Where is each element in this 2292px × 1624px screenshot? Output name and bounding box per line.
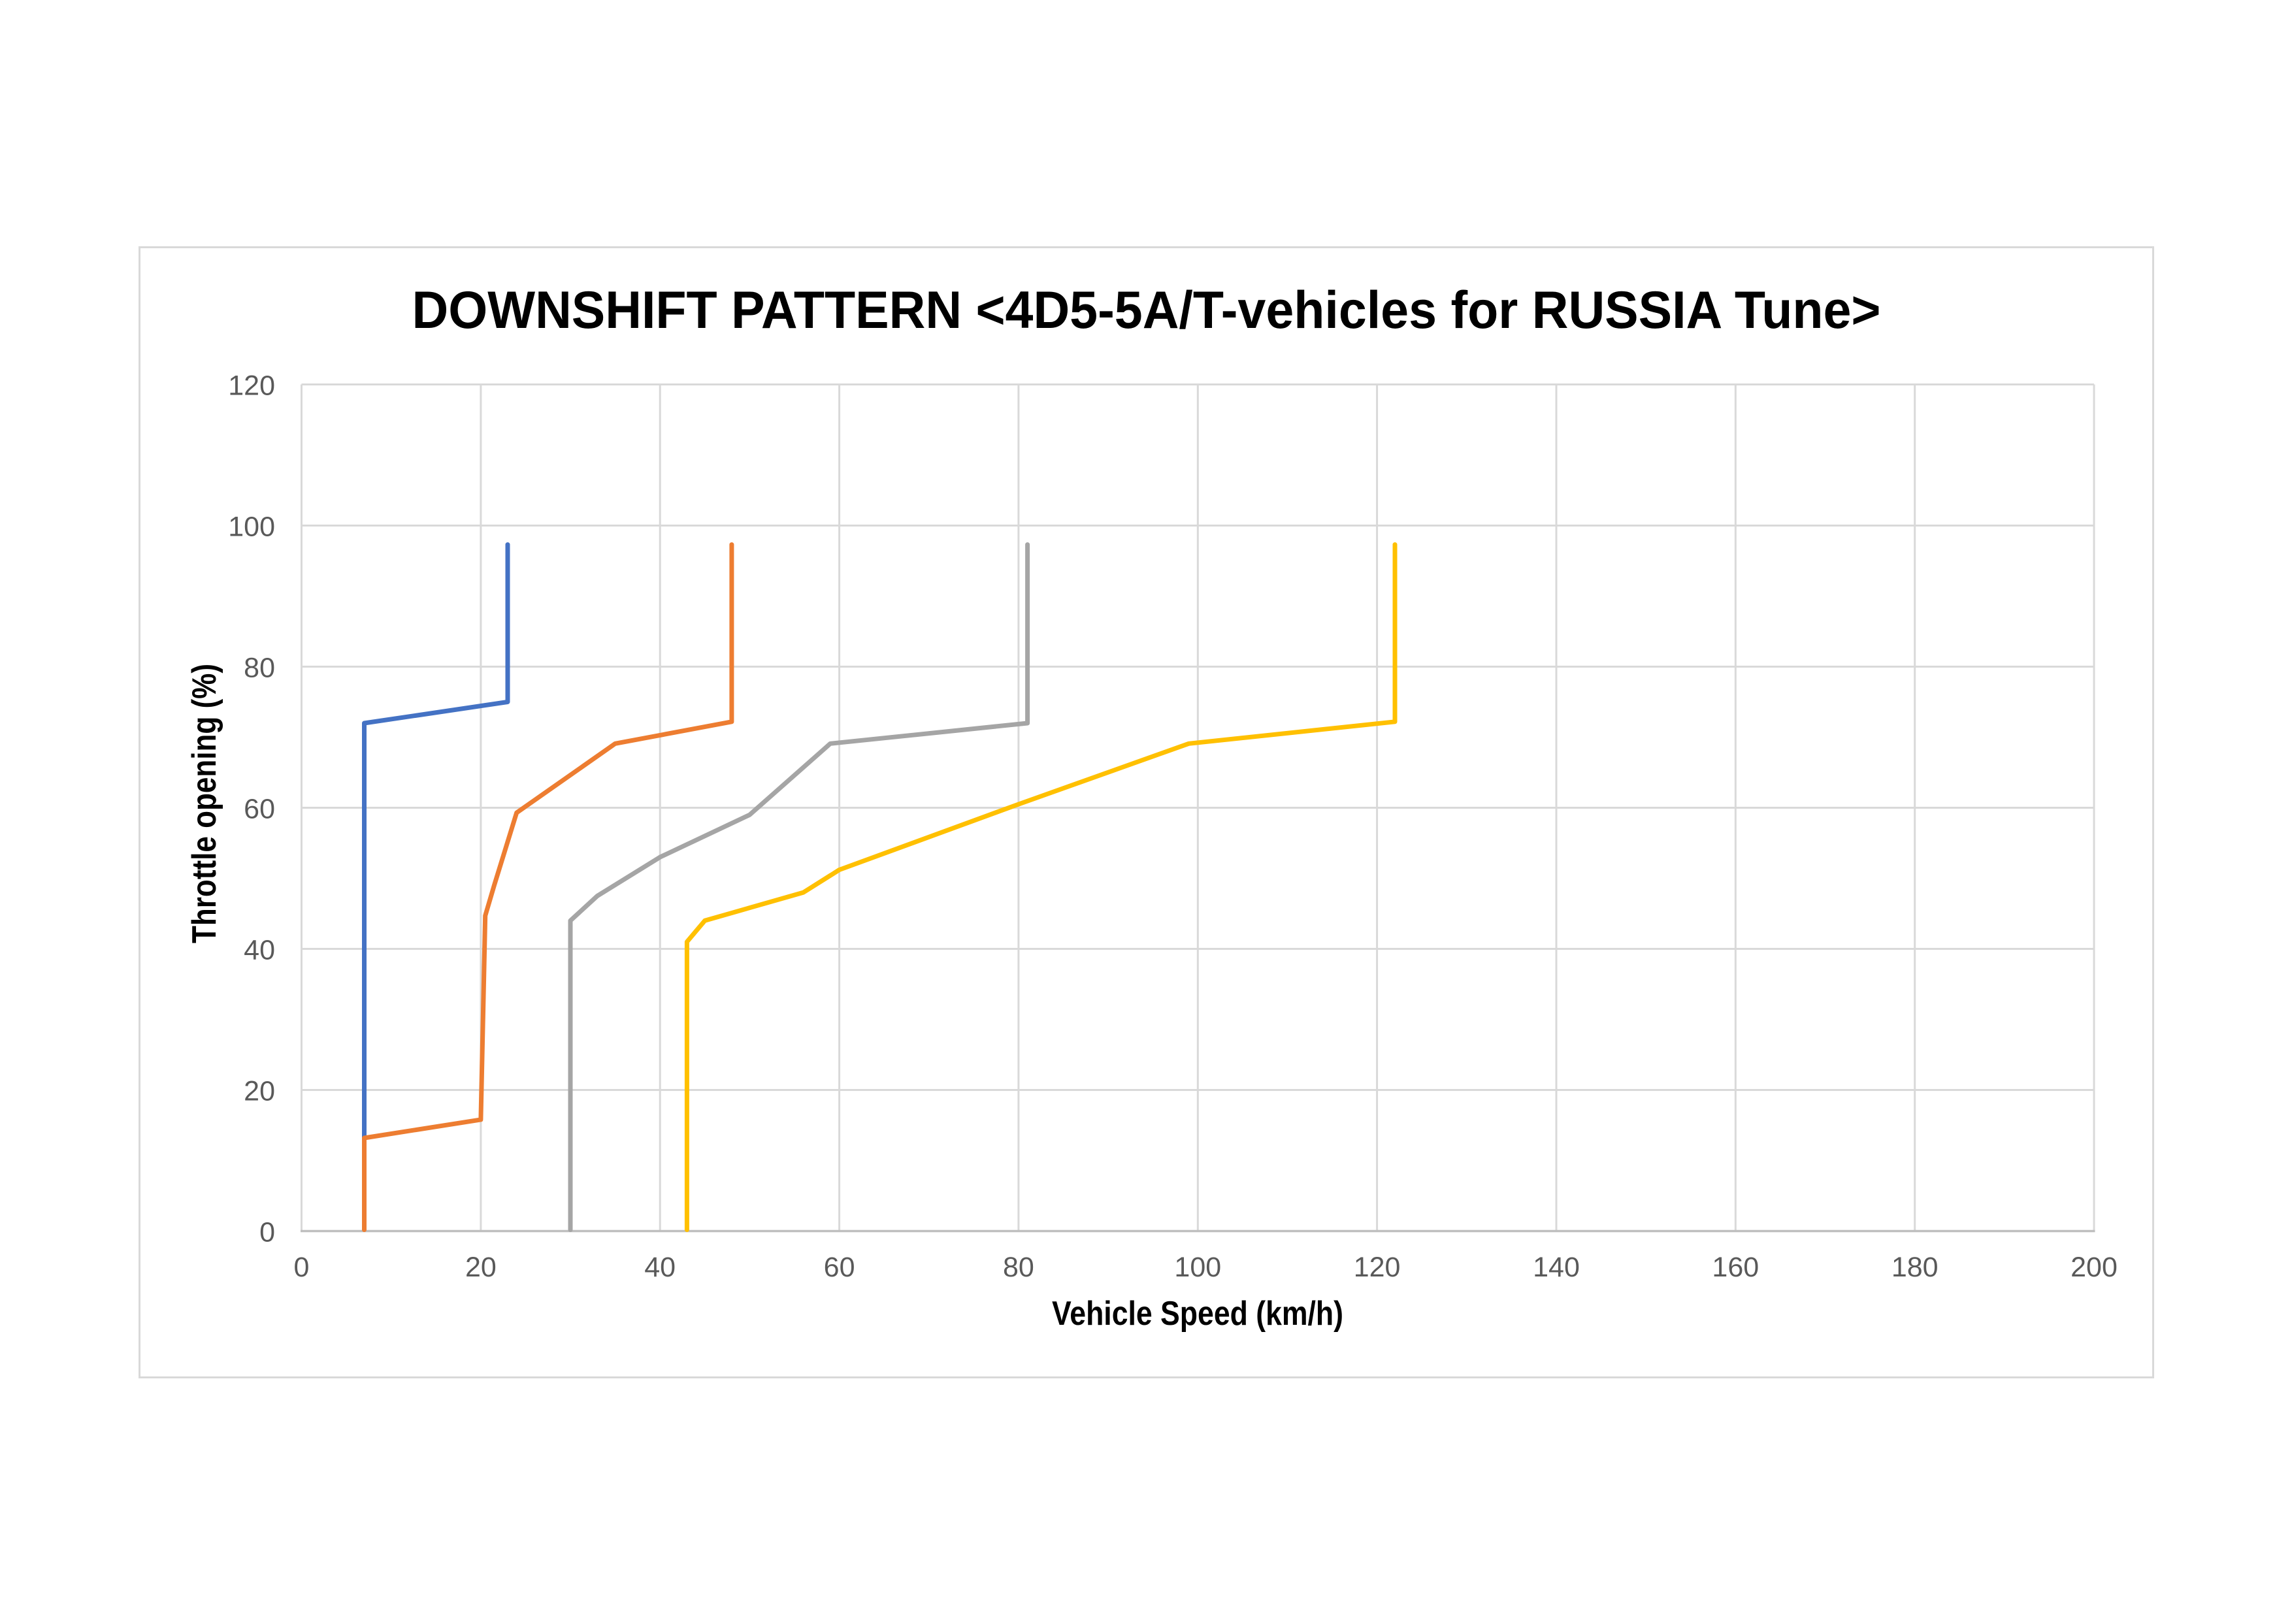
svg-text:20: 20	[244, 1076, 275, 1107]
svg-text:160: 160	[1712, 1252, 1759, 1283]
svg-text:80: 80	[1003, 1252, 1034, 1283]
svg-text:20: 20	[465, 1252, 497, 1283]
svg-text:120: 120	[1354, 1252, 1401, 1283]
svg-text:100: 100	[1174, 1252, 1221, 1283]
svg-text:60: 60	[244, 794, 275, 825]
svg-text:100: 100	[228, 512, 275, 543]
svg-text:0: 0	[294, 1252, 310, 1283]
svg-text:60: 60	[824, 1252, 855, 1283]
svg-text:Vehicle Speed (km/h): Vehicle Speed (km/h)	[1052, 1295, 1343, 1333]
svg-text:180: 180	[1891, 1252, 1939, 1283]
svg-text:40: 40	[244, 935, 275, 966]
svg-text:200: 200	[2071, 1252, 2118, 1283]
svg-text:140: 140	[1533, 1252, 1580, 1283]
svg-text:0: 0	[259, 1217, 275, 1248]
svg-text:80: 80	[244, 653, 275, 684]
svg-text:120: 120	[228, 370, 275, 402]
svg-text:Throttle opening (%): Throttle opening (%)	[186, 664, 223, 943]
svg-text:40: 40	[644, 1252, 676, 1283]
svg-text:DOWNSHIFT PATTERN <4D5-5A/T-ve: DOWNSHIFT PATTERN <4D5-5A/T-vehicles for…	[412, 281, 1881, 340]
